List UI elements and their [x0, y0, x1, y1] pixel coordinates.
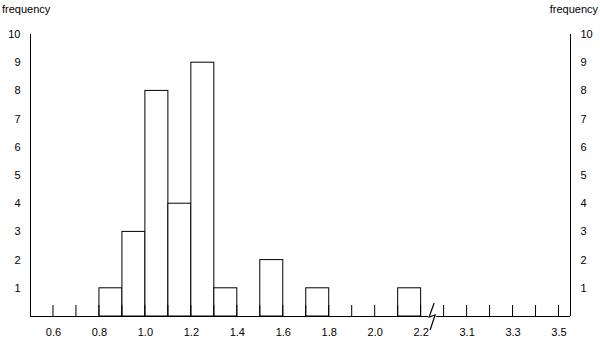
- svg-text:3: 3: [581, 225, 587, 237]
- svg-text:4: 4: [14, 197, 20, 209]
- svg-text:7: 7: [14, 113, 20, 125]
- svg-text:4: 4: [581, 197, 587, 209]
- svg-text:5: 5: [14, 169, 20, 181]
- svg-text:10: 10: [8, 28, 20, 40]
- svg-text:9: 9: [14, 56, 20, 68]
- svg-text:1: 1: [581, 282, 587, 294]
- svg-text:0.6: 0.6: [46, 326, 61, 338]
- svg-text:1.6: 1.6: [276, 326, 291, 338]
- svg-text:3.1: 3.1: [459, 326, 474, 338]
- svg-text:9: 9: [581, 56, 587, 68]
- svg-text:6: 6: [14, 141, 20, 153]
- svg-text:1.4: 1.4: [230, 326, 245, 338]
- svg-text:3.3: 3.3: [505, 326, 520, 338]
- svg-text:1: 1: [14, 282, 20, 294]
- svg-text:8: 8: [581, 84, 587, 96]
- svg-text:2: 2: [14, 254, 20, 266]
- html-text:frequency: frequency: [549, 3, 598, 15]
- svg-text:8: 8: [14, 84, 20, 96]
- svg-text:1.8: 1.8: [322, 326, 337, 338]
- svg-text:2.2: 2.2: [413, 326, 428, 338]
- svg-text:2: 2: [581, 254, 587, 266]
- svg-text:10: 10: [581, 28, 593, 40]
- svg-text:6: 6: [581, 141, 587, 153]
- svg-text:5: 5: [581, 169, 587, 181]
- svg-text:0.8: 0.8: [92, 326, 107, 338]
- svg-text:2.0: 2.0: [368, 326, 383, 338]
- html-text:frequency: frequency: [2, 3, 51, 15]
- svg-text:7: 7: [581, 113, 587, 125]
- svg-text:3: 3: [14, 225, 20, 237]
- svg-text:3.5: 3.5: [551, 326, 566, 338]
- svg-text:1.2: 1.2: [184, 326, 199, 338]
- svg-text:1.0: 1.0: [138, 326, 153, 338]
